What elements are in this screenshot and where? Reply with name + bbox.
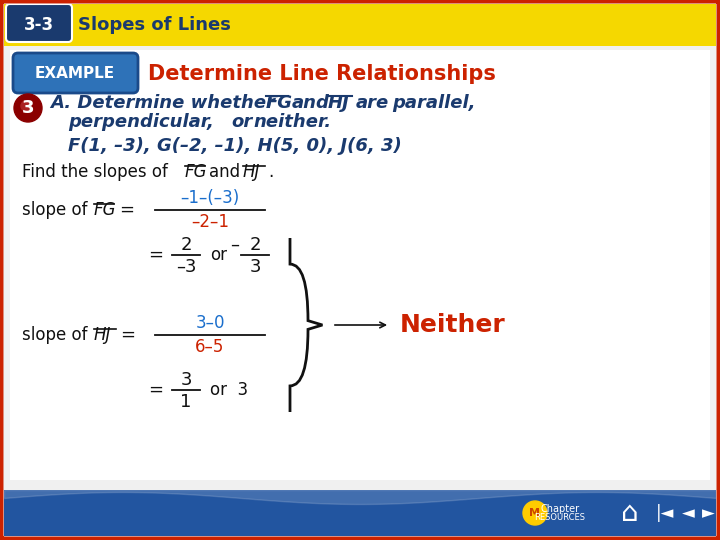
Text: |◄: |◄ — [656, 504, 674, 522]
FancyBboxPatch shape — [4, 490, 716, 536]
Text: are: are — [356, 94, 390, 112]
Text: F(1, –3), G(–2, –1), H(5, 0), J(6, 3): F(1, –3), G(–2, –1), H(5, 0), J(6, 3) — [68, 137, 402, 155]
Circle shape — [21, 101, 31, 111]
Text: HJ: HJ — [328, 94, 350, 112]
Text: 3–0: 3–0 — [195, 314, 225, 332]
Text: FG: FG — [266, 94, 293, 112]
Text: and: and — [209, 163, 240, 181]
Text: Determine Line Relationships: Determine Line Relationships — [148, 64, 496, 84]
Text: FG: FG — [94, 201, 117, 219]
Text: slope of: slope of — [22, 326, 88, 344]
Circle shape — [14, 94, 42, 122]
Text: 3: 3 — [180, 371, 192, 389]
Text: HJ: HJ — [94, 326, 112, 344]
Text: –2–1: –2–1 — [191, 213, 229, 231]
Text: –1–(–3): –1–(–3) — [181, 189, 240, 207]
Text: .: . — [268, 163, 274, 181]
Text: parallel,: parallel, — [392, 94, 475, 112]
Text: 3: 3 — [22, 99, 35, 117]
FancyBboxPatch shape — [6, 4, 72, 42]
Text: A. Determine whether: A. Determine whether — [50, 94, 275, 112]
Text: M: M — [529, 508, 541, 518]
Text: 6–5: 6–5 — [195, 338, 225, 356]
Text: 3: 3 — [249, 258, 261, 276]
Text: or: or — [210, 246, 227, 264]
Text: –3: –3 — [176, 258, 197, 276]
Text: neither.: neither. — [253, 113, 331, 131]
FancyBboxPatch shape — [13, 53, 138, 93]
Text: 3-3: 3-3 — [24, 16, 54, 34]
Text: ◄: ◄ — [682, 504, 694, 522]
Text: Neither: Neither — [400, 313, 505, 337]
FancyBboxPatch shape — [10, 50, 710, 480]
Text: RESOURCES: RESOURCES — [534, 514, 585, 523]
Text: =: = — [148, 381, 163, 399]
Text: or  3: or 3 — [210, 381, 248, 399]
Text: Chapter: Chapter — [541, 504, 580, 514]
Text: –: – — [230, 236, 240, 254]
Text: or: or — [231, 113, 252, 131]
Text: 2: 2 — [249, 236, 261, 254]
FancyBboxPatch shape — [4, 4, 716, 46]
Text: and: and — [292, 94, 330, 112]
Text: ►: ► — [701, 504, 714, 522]
Text: perpendicular,: perpendicular, — [68, 113, 214, 131]
Text: Slopes of Lines: Slopes of Lines — [78, 16, 231, 34]
Text: =: = — [119, 201, 134, 219]
Text: 2: 2 — [180, 236, 192, 254]
Text: EXAMPLE: EXAMPLE — [35, 66, 115, 82]
Text: ⌂: ⌂ — [621, 499, 639, 527]
Text: 1: 1 — [180, 393, 192, 411]
Text: =: = — [148, 246, 163, 264]
Text: Find the slopes of: Find the slopes of — [22, 163, 168, 181]
Text: FG: FG — [185, 163, 207, 181]
Text: slope of: slope of — [22, 201, 88, 219]
Text: =: = — [120, 326, 135, 344]
Circle shape — [523, 501, 547, 525]
Text: HJ: HJ — [243, 163, 261, 181]
